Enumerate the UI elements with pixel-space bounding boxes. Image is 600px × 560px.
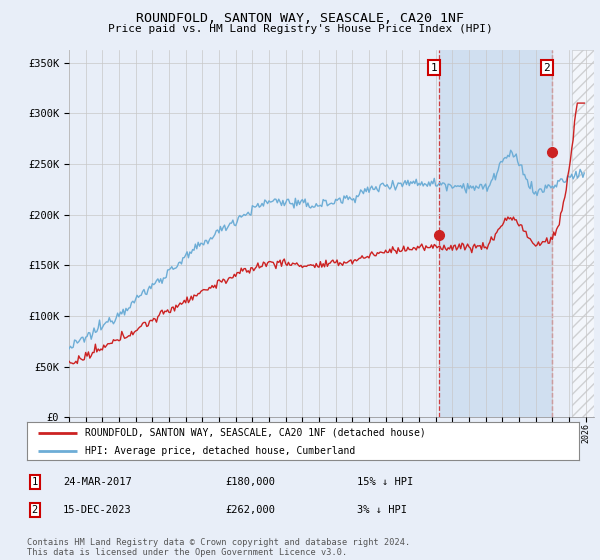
Bar [572, 50, 594, 417]
Text: ROUNDFOLD, SANTON WAY, SEASCALE, CA20 1NF (detached house): ROUNDFOLD, SANTON WAY, SEASCALE, CA20 1N… [85, 428, 426, 438]
Text: 24-MAR-2017: 24-MAR-2017 [63, 477, 132, 487]
Text: 1: 1 [431, 63, 438, 73]
Text: Price paid vs. HM Land Registry's House Price Index (HPI): Price paid vs. HM Land Registry's House … [107, 24, 493, 34]
Bar [439, 50, 551, 417]
Text: 15% ↓ HPI: 15% ↓ HPI [357, 477, 413, 487]
Text: Contains HM Land Registry data © Crown copyright and database right 2024.
This d: Contains HM Land Registry data © Crown c… [27, 538, 410, 557]
Text: 15-DEC-2023: 15-DEC-2023 [63, 505, 132, 515]
Text: 2: 2 [32, 505, 38, 515]
Text: £262,000: £262,000 [225, 505, 275, 515]
Text: £180,000: £180,000 [225, 477, 275, 487]
Text: HPI: Average price, detached house, Cumberland: HPI: Average price, detached house, Cumb… [85, 446, 355, 456]
Text: 2: 2 [543, 63, 550, 73]
Text: 3% ↓ HPI: 3% ↓ HPI [357, 505, 407, 515]
Text: 1: 1 [32, 477, 38, 487]
Text: ROUNDFOLD, SANTON WAY, SEASCALE, CA20 1NF: ROUNDFOLD, SANTON WAY, SEASCALE, CA20 1N… [136, 12, 464, 25]
